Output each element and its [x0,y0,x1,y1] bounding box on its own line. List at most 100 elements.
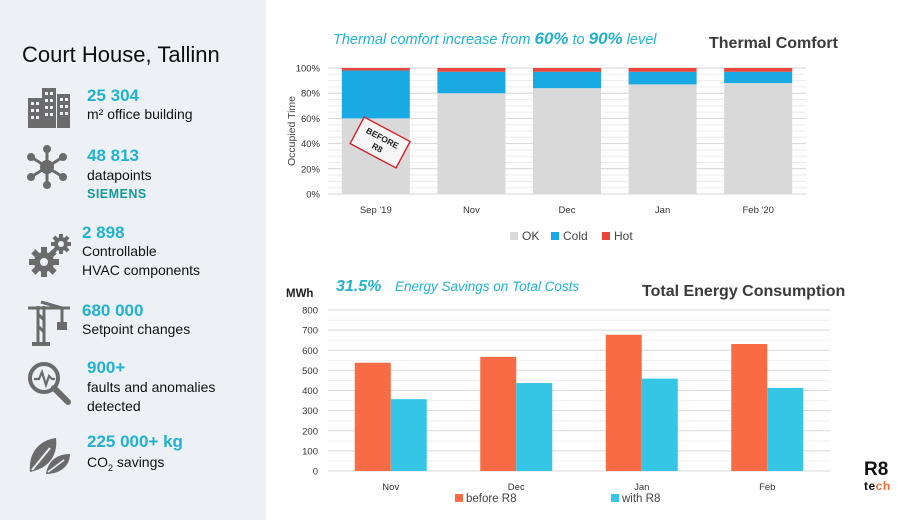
thermal-bars [341,68,793,194]
stat-label: m² office building [87,106,193,122]
energy-bars [354,334,804,471]
thermal-bar-cold [628,71,697,85]
thermal-headline-post: level [623,32,658,48]
gears-icon [29,234,71,277]
thermal-ytick-label: 60% [301,114,321,125]
energy-xtick-label: Dec [508,482,525,493]
legend-swatch-hot [602,232,610,240]
charts-area: Thermal comfort increase from 60% to 90%… [286,29,845,505]
energy-bar-with [767,387,804,471]
r8tech-logo: R8 tech [864,459,891,493]
stat-label-line1: Controllable [82,243,157,259]
legend-label-cold: Cold [563,229,588,243]
logo-tech: tech [864,480,891,492]
energy-x-axis: Nov Dec Jan Feb [382,482,775,493]
energy-ytick-label: 500 [302,366,318,377]
legend-label-before: before R8 [466,493,517,505]
thermal-headline-v2: 90% [589,29,623,48]
stat-value: 680 000 [82,301,144,320]
stats-sidebar: Court House, Tallinn 25 304 m² office bu… [0,0,266,520]
thermal-bar-hot [437,68,506,72]
legend-swatch-before [455,494,463,502]
thermal-title: Thermal Comfort [709,35,839,52]
energy-legend: before R8 with R8 [455,493,660,505]
stamp-line2: R8 [370,141,385,155]
thermal-bar-cold [724,71,793,84]
legend-label-ok: OK [522,229,539,243]
thermal-xtick-label: Dec [559,205,576,216]
energy-bar-before [480,356,517,471]
stat-value: 25 304 [87,86,139,105]
thermal-ytick-label: 40% [301,139,321,150]
energy-xtick-label: Feb [759,482,775,493]
stat-label: CO2 savings [87,453,164,478]
energy-bar-with [641,378,678,471]
energy-bar-with [390,399,427,471]
energy-bar-before [731,344,768,471]
energy-ytick-label: 600 [302,346,318,357]
magnifier-pulse-icon [28,362,71,405]
energy-bar-before [605,334,642,471]
legend-swatch-with [611,494,619,502]
energy-ytick-label: 200 [302,426,318,437]
thermal-xtick-label: Nov [463,205,480,216]
thermal-bar-hot [341,68,410,71]
stat-label: datapoints [87,167,152,183]
thermal-xtick-label: Feb '20 [743,205,774,216]
leaves-icon [29,438,70,474]
energy-headline-text: Energy Savings on Total Costs [395,279,579,294]
energy-bar-before [354,362,391,471]
energy-y-axis: 0 100 200 300 400 500 600 700 800 [302,306,318,478]
energy-ytick-label: 700 [302,326,318,337]
logo-main: R8 [864,459,889,480]
thermal-headline: Thermal comfort increase from 60% to 90%… [333,29,657,48]
siemens-brand: SIEMENS [87,187,147,201]
stat-value: 900+ [87,358,126,377]
thermal-bar-ok [533,88,601,194]
crane-icon [28,300,70,346]
energy-title: Total Energy Consumption [642,283,845,300]
energy-headline-value: 31.5% [336,278,381,295]
energy-ytick-label: 100 [302,446,318,457]
legend-swatch-cold [551,232,559,240]
energy-xtick-label: Jan [634,482,649,493]
logo-tech-b: ch [875,479,891,493]
stamp-border [349,116,412,169]
thermal-ytick-label: 20% [301,164,321,175]
stat-label-line2: HVAC components [82,262,201,278]
thermal-ylabel: Occupied Time [286,96,298,166]
stat-label-line2: detected [87,398,141,414]
logo-tech-a: te [864,479,876,493]
thermal-bar-cold [437,71,506,94]
energy-ytick-label: 400 [302,386,318,397]
energy-bar-with [516,383,553,471]
energy-xtick-label: Nov [382,482,399,493]
stat-value: 2 898 [82,223,125,242]
thermal-legend: OK Cold Hot [510,229,633,243]
legend-label-with: with R8 [621,493,660,505]
energy-ytick-label: 800 [302,306,318,317]
energy-ytick-label: 0 [313,467,318,478]
thermal-bar-hot [724,68,793,72]
thermal-bar-cold [533,71,601,89]
thermal-headline-v1: 60% [534,29,568,48]
legend-swatch-ok [510,232,518,240]
thermal-bar-ok [628,84,697,194]
thermal-y-axis: 0% 20% 40% 60% 80% 100% [296,64,321,201]
thermal-bar-ok [724,83,793,194]
thermal-headline-pre: Thermal comfort increase from [333,32,534,48]
stat-label: Setpoint changes [82,321,191,337]
co2-subscript: 2 [108,462,114,473]
network-nodes-icon [27,145,67,189]
energy-ytick-label: 300 [302,406,318,417]
energy-unit: MWh [286,288,313,300]
stat-value: 225 000+ kg [87,432,183,451]
thermal-headline-mid: to [568,32,588,48]
legend-label-hot: Hot [614,229,633,243]
thermal-bar-ok [437,93,506,194]
thermal-bar-hot [628,68,697,72]
thermal-ytick-label: 80% [301,89,321,100]
thermal-x-axis: Sep '19 Nov Dec Jan Feb '20 [360,205,774,216]
thermal-xtick-label: Jan [655,205,670,216]
thermal-bar-hot [533,68,601,72]
